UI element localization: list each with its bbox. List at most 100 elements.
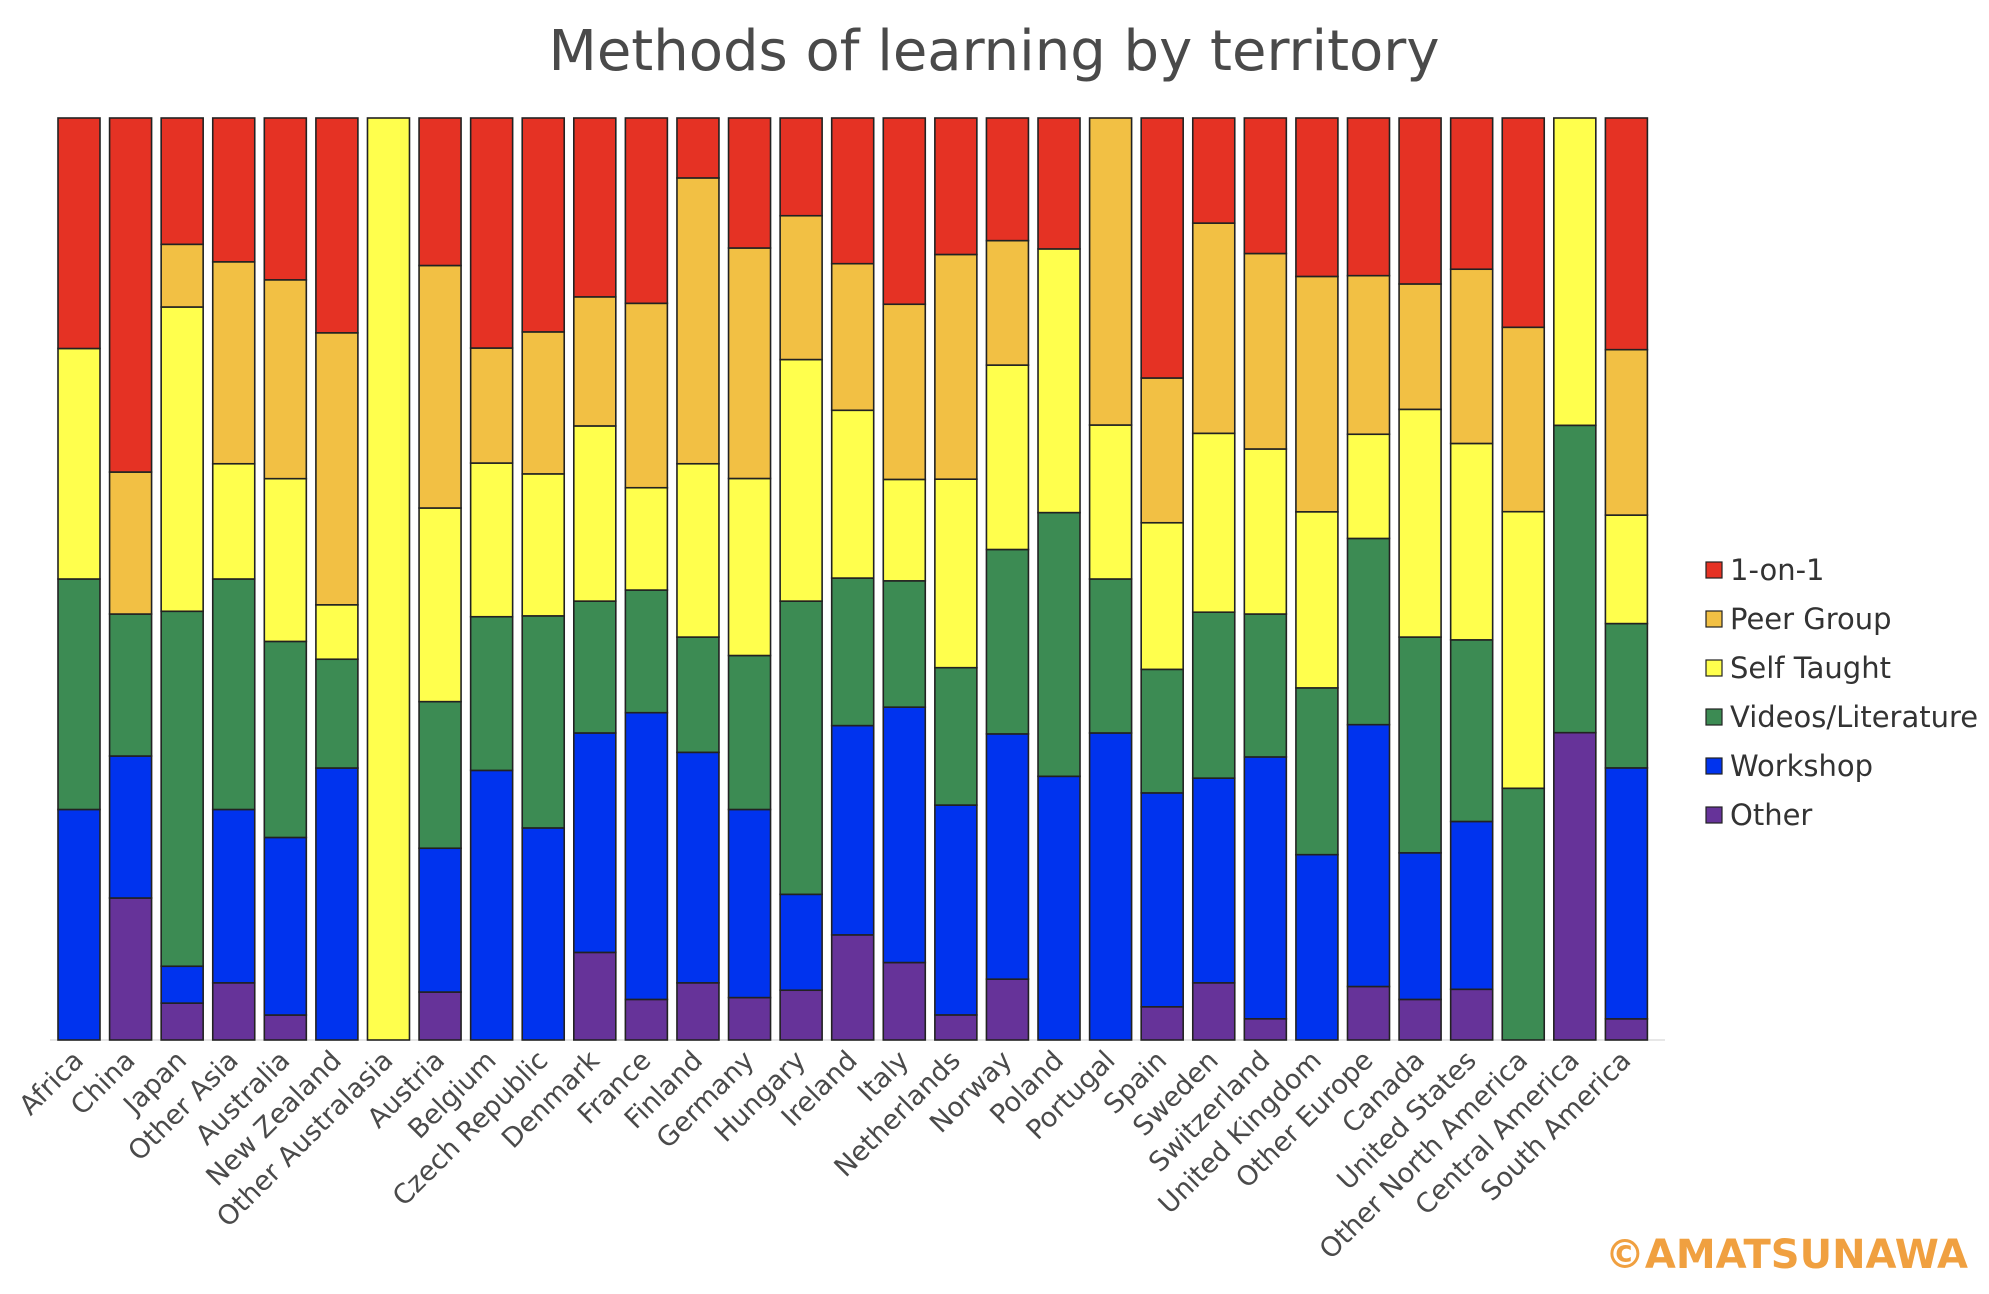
bar-australia-workshop xyxy=(263,836,308,1016)
bar-stack-canada xyxy=(1398,117,1442,1041)
bar-other-europe-workshop xyxy=(1346,723,1391,988)
bar-japan-videos-literature xyxy=(160,610,204,968)
bar-other-asia-1-on-1 xyxy=(211,117,256,263)
bar-norway-videos-literature xyxy=(985,548,1030,735)
bar-united-kingdom-videos-literature xyxy=(1295,687,1339,856)
bar-italy-videos-literature xyxy=(882,580,927,708)
bar-other-europe-other xyxy=(1346,985,1391,1041)
bar-united-kingdom-self-taught xyxy=(1295,511,1339,689)
bar-new-zealand-peer-group xyxy=(315,332,359,606)
bar-switzerland-other xyxy=(1243,1017,1288,1041)
bar-spain-workshop xyxy=(1140,792,1184,1008)
bar-norway-other xyxy=(985,978,1030,1041)
bar-other-europe-videos-literature xyxy=(1346,537,1391,726)
bar-norway-workshop xyxy=(985,733,1030,980)
bar-stack-norway xyxy=(985,117,1030,1041)
bar-finland-other xyxy=(676,982,720,1041)
bar-other-australasia-self-taught xyxy=(366,117,411,1041)
bar-central-america-videos-literature xyxy=(1553,424,1597,734)
bar-united-states-workshop xyxy=(1449,820,1494,991)
legend-item-workshop: Workshop xyxy=(1705,749,1873,783)
bar-stack-south-america xyxy=(1604,117,1649,1041)
bar-united-states-1-on-1 xyxy=(1449,117,1494,271)
bar-sweden-peer-group xyxy=(1191,222,1236,435)
bar-czech-republic-videos-literature xyxy=(521,615,566,829)
bar-south-america-other xyxy=(1604,1018,1649,1041)
bar-china-other xyxy=(108,897,153,1041)
bar-spain-peer-group xyxy=(1140,377,1184,524)
bar-stack-belgium xyxy=(469,117,514,1041)
bar-stack-italy xyxy=(882,117,927,1041)
bar-united-kingdom-peer-group xyxy=(1295,275,1339,513)
bar-stack-china xyxy=(108,117,153,1041)
bar-stack-austria xyxy=(418,117,462,1041)
bar-germany-videos-literature xyxy=(727,654,772,811)
bar-spain-videos-literature xyxy=(1140,668,1184,794)
bar-hungary-peer-group xyxy=(779,214,823,361)
bar-germany-workshop xyxy=(727,808,772,999)
bar-south-america-videos-literature xyxy=(1604,622,1649,769)
bar-france-peer-group xyxy=(624,302,669,489)
bar-portugal-workshop xyxy=(1088,732,1133,1041)
bar-other-north-america-self-taught xyxy=(1501,510,1546,790)
bar-stack-australia xyxy=(263,117,308,1041)
bar-stack-portugal xyxy=(1088,117,1133,1041)
bar-czech-republic-self-taught xyxy=(521,473,566,617)
legend-swatch-self-taught xyxy=(1705,659,1723,677)
bar-other-asia-other xyxy=(211,982,256,1041)
bars-area xyxy=(50,117,1665,1041)
bar-other-asia-videos-literature xyxy=(211,578,256,811)
bar-australia-self-taught xyxy=(263,477,308,643)
bar-south-america-peer-group xyxy=(1604,348,1649,516)
legend-label-workshop: Workshop xyxy=(1730,749,1873,783)
legend-item-1-on-1: 1-on-1 xyxy=(1705,553,1825,587)
legend-label-1-on-1: 1-on-1 xyxy=(1730,553,1825,587)
bar-canada-1-on-1 xyxy=(1398,117,1442,285)
bar-france-1-on-1 xyxy=(624,117,669,305)
bar-other-north-america-1-on-1 xyxy=(1501,117,1546,329)
bar-stack-hungary xyxy=(779,117,823,1041)
bar-other-europe-peer-group xyxy=(1346,274,1391,436)
bar-stack-finland xyxy=(676,117,720,1041)
bar-italy-1-on-1 xyxy=(882,117,927,306)
bar-stack-spain xyxy=(1140,117,1184,1041)
watermark: ©AMATSUNAWA xyxy=(1605,1232,1968,1278)
bar-switzerland-self-taught xyxy=(1243,448,1288,615)
bar-stack-denmark xyxy=(572,117,617,1041)
bar-china-workshop xyxy=(108,755,153,899)
bar-ireland-peer-group xyxy=(830,262,875,412)
bar-stack-france xyxy=(624,117,669,1041)
legend-swatch-other xyxy=(1705,806,1723,824)
bar-ireland-other xyxy=(830,934,875,1041)
bar-central-america-other xyxy=(1553,731,1597,1041)
bar-china-videos-literature xyxy=(108,613,153,757)
bar-new-zealand-workshop xyxy=(315,767,359,1041)
bar-italy-peer-group xyxy=(882,303,927,481)
legend-swatch-peer-group xyxy=(1705,610,1723,628)
bar-africa-videos-literature xyxy=(57,578,101,811)
bar-canada-other xyxy=(1398,998,1442,1041)
bar-central-america-self-taught xyxy=(1553,117,1597,427)
chart-title: Methods of learning by territory xyxy=(549,19,1440,84)
bar-other-asia-self-taught xyxy=(211,462,256,580)
bar-united-states-other xyxy=(1449,988,1494,1041)
legend-item-peer-group: Peer Group xyxy=(1705,602,1892,636)
bar-belgium-1-on-1 xyxy=(469,117,514,349)
bar-germany-1-on-1 xyxy=(727,117,772,249)
bar-france-other xyxy=(624,998,669,1041)
bar-united-states-videos-literature xyxy=(1449,639,1494,823)
bar-finland-peer-group xyxy=(676,177,720,465)
legend-swatch-videos-literature xyxy=(1705,708,1723,726)
bar-italy-other xyxy=(882,961,927,1041)
bar-germany-other xyxy=(727,996,772,1041)
bar-stack-united-kingdom xyxy=(1295,117,1339,1041)
bar-united-kingdom-1-on-1 xyxy=(1295,117,1339,278)
bar-canada-workshop xyxy=(1398,852,1442,1001)
bar-spain-self-taught xyxy=(1140,521,1184,671)
bar-portugal-videos-literature xyxy=(1088,578,1133,734)
bar-hungary-other xyxy=(779,989,823,1041)
bar-belgium-videos-literature xyxy=(469,615,514,772)
bar-denmark-other xyxy=(572,951,617,1041)
